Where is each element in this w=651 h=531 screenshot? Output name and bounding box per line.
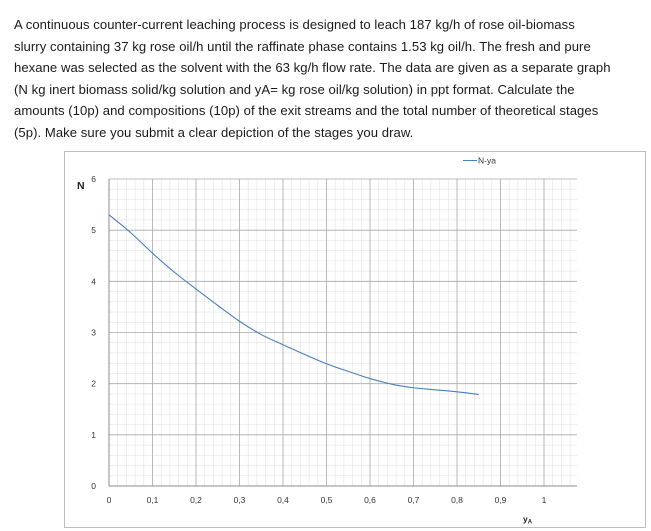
y-tick-label: 5 [91,225,96,235]
y-tick-label: 1 [91,430,96,440]
y-axis-label: N [77,180,85,192]
x-tick-label: 0,4 [277,495,289,505]
legend-label: N-ya [478,156,496,166]
legend: N-ya [463,156,496,166]
x-tick-label: 0,3 [234,495,246,505]
y-tick-label: 6 [91,174,96,184]
y-tick-label: 3 [91,328,96,338]
x-tick-label: 1 [542,495,547,505]
y-tick-label: 0 [91,481,96,491]
n-ya-chart: 0 0,1 0,2 0,3 0,4 0,5 0,6 0,7 0,8 0,9 1 0 1 2 3 4 5 6 N-… [77,156,577,526]
x-tick-labels: 0 0,1 0,2 0,3 0,4 0,5 0,6 0,7 0,8 0,9 1 [107,495,547,505]
x-axis-label-main: y [523,514,528,524]
x-tick-label: 0,5 [321,495,333,505]
x-tick-label: 0,1 [147,495,159,505]
major-grid [108,178,577,487]
x-tick-label: 0,6 [364,495,376,505]
problem-statement: A continuous counter-current leaching pr… [14,14,644,144]
x-axis-label-subscript: A [528,520,533,526]
x-axis-label: yA [523,514,533,526]
x-tick-label: 0 [107,495,112,505]
chart-frame: 0 0,1 0,2 0,3 0,4 0,5 0,6 0,7 0,8 0,9 1 0 1 2 3 4 5 6 N-… [64,151,646,528]
problem-line: amounts (10p) and compositions (10p) of … [14,103,599,119]
problem-line: A continuous counter-current leaching pr… [14,17,575,32]
y-tick-labels: 0 1 2 3 4 5 6 [91,174,96,491]
axes [108,179,577,487]
series-layer [108,214,479,395]
series-line [108,214,479,395]
y-tick-label: 2 [91,379,96,389]
problem-line: (N kg inert biomass solid/kg solution an… [14,81,575,97]
x-tick-label: 0,7 [408,495,420,505]
x-tick-label: 0,9 [495,495,507,505]
y-tick-label: 4 [91,276,96,286]
problem-line: hexane was selected as the solvent with … [14,60,611,76]
problem-line: slurry containing 37 kg rose oil/h until… [14,38,591,54]
x-tick-label: 0,2 [190,495,202,505]
problem-line: (5p). Make sure you submit a clear depic… [14,124,414,140]
x-tick-label: 0,8 [451,495,463,505]
